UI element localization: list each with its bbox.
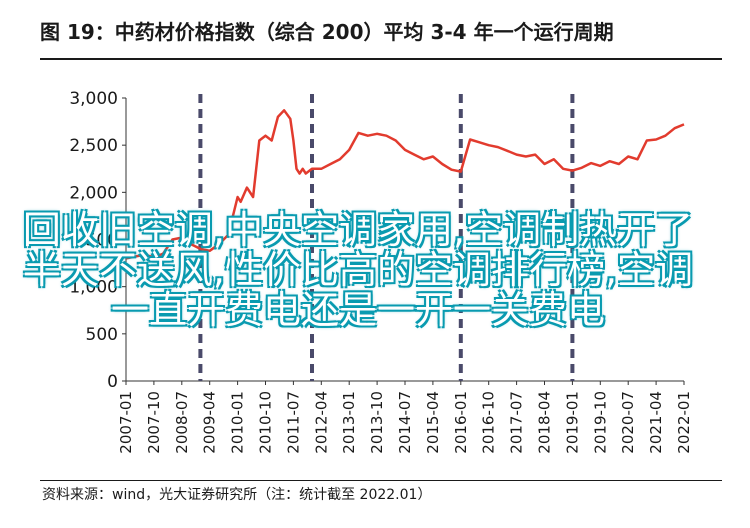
x-tick-label: 2019-01 [563, 391, 581, 454]
y-tick-label: 500 [86, 325, 118, 345]
x-tick-label: 2012-04 [312, 391, 330, 454]
x-tick-label: 2014-07 [396, 391, 414, 454]
x-tick-label: 2010-01 [229, 391, 247, 454]
overlay-text: 回收旧空调,中央空调家用,空调制热开了半天不送风,性价比高的空调排行榜,空调一直… [22, 208, 694, 332]
x-tick-label: 2007-01 [117, 391, 135, 454]
y-tick-label: 1,000 [69, 278, 118, 298]
x-tick-label: 2013-10 [368, 391, 386, 454]
chart-title: 图 19：中药材价格指数（综合 200）平均 3-4 年一个运行周期 [40, 20, 614, 44]
y-tick-label: 2,500 [69, 136, 118, 156]
x-tick-label: 2016-10 [480, 391, 498, 454]
x-tick-label: 2015-04 [424, 391, 442, 454]
y-tick-label: 2,000 [69, 183, 118, 203]
y-tick-label: 3,000 [69, 89, 118, 109]
y-tick-label: 0 [107, 372, 118, 392]
x-tick-label: 2019-10 [591, 391, 609, 454]
x-tick-label: 2013-01 [340, 391, 358, 454]
x-tick-label: 2021-04 [647, 391, 665, 454]
x-tick-label: 2009-04 [201, 391, 219, 454]
series-line [125, 109, 685, 260]
x-tick-label: 2010-10 [257, 391, 275, 454]
x-tick-label: 2017-07 [508, 391, 526, 454]
x-tick-label: 2007-10 [145, 391, 163, 454]
x-tick-label: 2008-07 [173, 391, 191, 454]
title-divider [40, 58, 722, 60]
source-note: 资料来源：wind，光大证券研究所（注：统计截至 2022.01） [42, 487, 432, 503]
line-chart: 0 500 1,000 1,500 2,000 2,500 3,000 2007-01 2007… [69, 89, 693, 454]
y-tick-label: 1,500 [69, 231, 118, 251]
x-tick-label: 2016-01 [452, 391, 470, 454]
x-tick-label: 2018-04 [536, 391, 554, 454]
x-tick-label: 2011-07 [284, 391, 302, 454]
x-tick-label: 2022-01 [675, 391, 693, 454]
source-divider [40, 480, 722, 481]
x-tick-label: 2020-07 [619, 391, 637, 454]
